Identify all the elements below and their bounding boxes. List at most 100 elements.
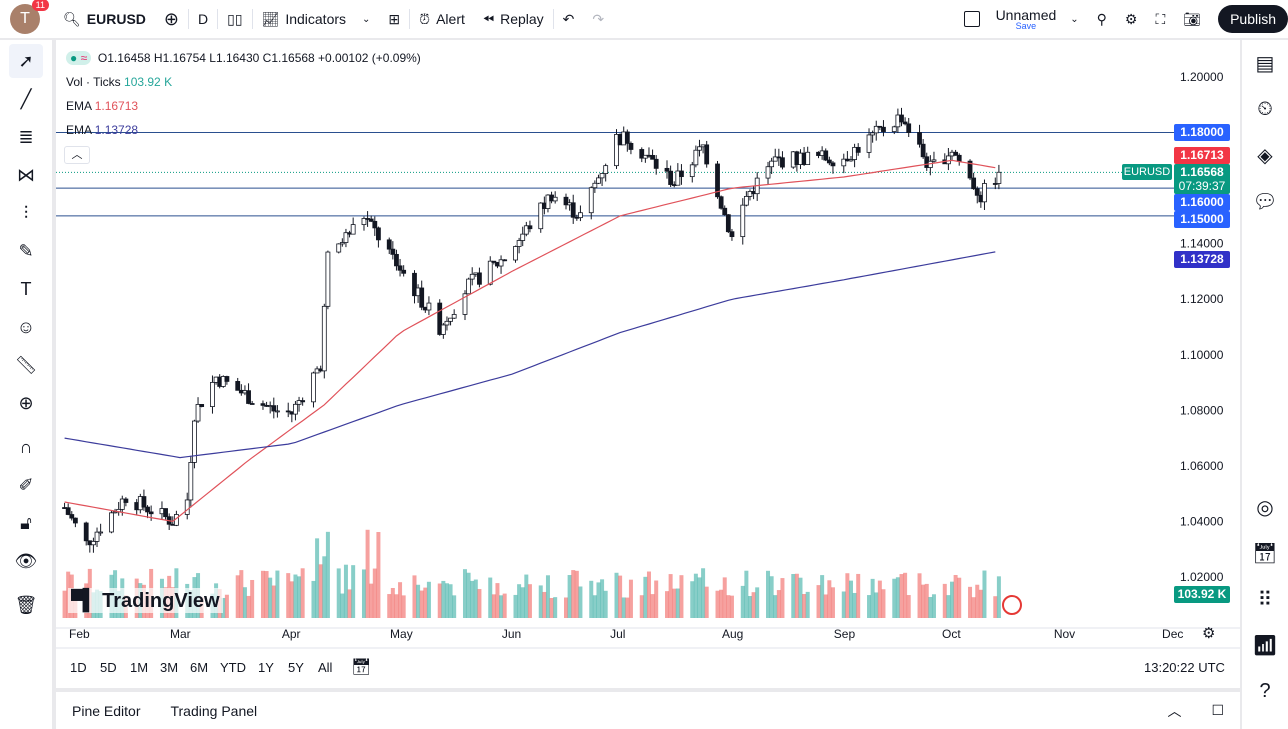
alert-button[interactable]: ⏰︎ Alert <box>410 0 474 38</box>
layers-icon[interactable]: ◈ <box>1257 144 1273 167</box>
candle-body <box>996 171 1002 184</box>
compare-button[interactable]: ⊕ <box>155 0 188 38</box>
clock[interactable]: 13:20:22 UTC <box>1144 660 1225 675</box>
candle-body <box>300 400 306 403</box>
volume-bar <box>921 584 926 618</box>
range-5y[interactable]: 5Y <box>288 660 304 675</box>
settings-button[interactable]: ⚙ <box>1116 0 1147 38</box>
trash-icon[interactable]: 🗑︎ <box>14 594 38 615</box>
publish-button[interactable]: Publish <box>1218 5 1288 33</box>
snapshot-button[interactable]: 📷︎ <box>1174 0 1210 38</box>
volume-bar <box>848 580 853 618</box>
volume-bar <box>466 572 471 618</box>
replay-button[interactable]: ⏪︎ Replay <box>474 0 553 38</box>
volume-legend[interactable]: Vol · Ticks 103.92 K <box>66 75 172 89</box>
candle-body <box>466 278 471 295</box>
chart-area[interactable]: 1.20000 1.14000 1.12000 1.10000 1.08000 1.060… <box>56 40 1240 688</box>
maximize-panel-icon[interactable]: ☐ <box>1211 702 1224 718</box>
volume-bar <box>502 593 507 618</box>
candle-body <box>109 512 114 533</box>
volume-bar <box>924 583 929 618</box>
ema-legend-slow[interactable]: EMA 1.13728 <box>66 123 138 137</box>
pine-editor-tab[interactable]: Pine Editor <box>72 702 141 719</box>
y-tick: 1.20000 <box>1180 70 1224 84</box>
range-1d[interactable]: 1D <box>70 660 87 675</box>
fib-tool[interactable]: ≣ <box>18 126 34 147</box>
fullscreen-button[interactable]: ⛶ <box>1146 0 1174 38</box>
eye-icon[interactable]: 👁︎ <box>14 550 38 571</box>
volume-bar <box>315 538 320 618</box>
volume-bar <box>491 594 496 618</box>
lock-icon[interactable]: 🔓︎ <box>20 512 32 533</box>
apps-icon[interactable]: ⠿ <box>1257 588 1273 611</box>
ema-legend-fast[interactable]: EMA 1.16713 <box>66 99 138 113</box>
indicators-button[interactable]: 📈︎ Indicators ⌄ <box>253 0 380 38</box>
layout-button[interactable]: Unnamed Save ⌄ <box>955 0 1088 38</box>
undo-icon: ↶ <box>562 10 575 27</box>
avatar[interactable]: T 11 <box>10 0 49 34</box>
calendar-icon[interactable]: 📅︎ <box>1252 542 1278 565</box>
redo-button[interactable]: ↷ <box>583 0 613 38</box>
range-all[interactable]: All <box>318 660 333 675</box>
watchlist-icon[interactable]: ▤ <box>1255 52 1275 75</box>
volume-bar <box>931 594 936 618</box>
volume-bar <box>697 577 702 618</box>
forecast-tool[interactable]: ⫶ <box>23 202 29 223</box>
range-1y[interactable]: 1Y <box>258 660 274 675</box>
volume-bar <box>744 570 749 618</box>
volume-bar <box>289 581 294 618</box>
date-range-icon[interactable]: 📅︎ <box>351 659 372 676</box>
collapse-panel-icon[interactable]: ︿ <box>1167 702 1182 719</box>
zoom-in-tool[interactable]: ⊕ <box>18 392 34 413</box>
volume-bar <box>729 595 734 618</box>
volume-bar <box>805 591 810 618</box>
lock-drawing-tool[interactable]: ✐ <box>18 474 34 495</box>
magnet-tool[interactable]: ∩ <box>19 436 33 457</box>
trading-panel-tab[interactable]: Trading Panel <box>170 702 258 719</box>
volume-bar <box>654 580 659 618</box>
alerts-clock-icon[interactable]: ⏲ <box>1257 97 1273 120</box>
price-chart[interactable]: 1.20000 1.14000 1.12000 1.10000 1.08000 1.060… <box>56 40 1240 688</box>
logo-text: TradingView <box>102 590 220 612</box>
chat-icon[interactable]: 💬︎ <box>1252 190 1278 213</box>
chart-type-button[interactable]: ▯▯ <box>218 0 251 38</box>
quick-search-button[interactable]: ⚲ <box>1088 0 1116 38</box>
text-tool[interactable]: T <box>20 278 32 299</box>
range-5d[interactable]: 5D <box>100 660 117 675</box>
volume-bar <box>235 575 240 618</box>
time-axis-settings-icon[interactable]: ⚙ <box>1202 625 1216 642</box>
help-icon[interactable]: ? <box>1259 679 1271 702</box>
volume-bar <box>975 584 980 618</box>
broadcast-icon[interactable]: 📶︎ <box>1252 634 1278 657</box>
range-1m[interactable]: 1M <box>130 660 149 675</box>
volume-bar <box>646 571 651 618</box>
candle-body <box>870 132 876 136</box>
brush-tool[interactable]: ✎ <box>18 240 34 261</box>
range-6m[interactable]: 6M <box>190 660 209 675</box>
cursor-tool[interactable]: ➚ <box>9 44 43 78</box>
candle-body <box>469 273 475 280</box>
candle-body <box>311 372 316 403</box>
candle-body <box>855 146 861 153</box>
target-icon[interactable]: ◎ <box>1256 496 1274 519</box>
interval-button[interactable]: D <box>189 0 217 38</box>
candle-body <box>343 232 349 243</box>
symbol-search[interactable]: 🔍︎ EURUSD <box>54 0 155 38</box>
templates-button[interactable]: ⊞ <box>379 0 409 38</box>
trend-line-tool[interactable]: ╱ <box>20 88 32 109</box>
pattern-tool[interactable]: ⋈ <box>17 164 35 185</box>
tradingview-logo[interactable]: ▀▍ TradingView <box>68 588 223 613</box>
candle-body <box>545 194 551 209</box>
range-3m[interactable]: 3M <box>160 660 179 675</box>
volume-bar <box>628 579 633 618</box>
collapse-legend-button[interactable]: ︿ <box>64 146 90 164</box>
top-toolbar: T 11 🔍︎ EURUSD ⊕ D ▯▯ 📈︎ Indicators ⌄ ⊞ ⏰︎ Al… <box>0 0 1288 38</box>
volume-bar <box>297 576 302 618</box>
ruler-tool[interactable]: 📏︎ <box>14 354 38 375</box>
range-ytd[interactable]: YTD <box>220 660 246 675</box>
emoji-tool[interactable]: ☺ <box>16 316 36 337</box>
us-flag-event-icon <box>1002 595 1022 615</box>
ema-slow-line <box>64 251 996 459</box>
undo-button[interactable]: ↶ <box>554 0 584 38</box>
volume-bar <box>365 529 370 618</box>
